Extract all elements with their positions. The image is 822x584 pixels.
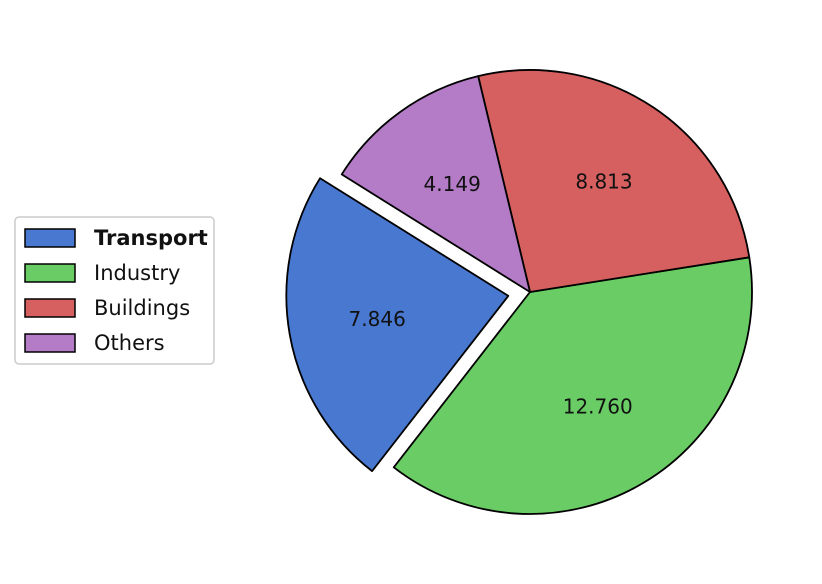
legend-swatch-transport [24,228,76,248]
legend-frame [14,216,215,365]
legend-label-buildings: Buildings [94,296,190,320]
pie-slice-industry [392,256,753,515]
pie-slice-transport [285,177,510,473]
legend-label-industry: Industry [94,261,180,285]
slice-value-label-buildings: 8.813 [575,169,632,193]
legend-label-others: Others [94,331,165,355]
legend-swatch-industry [24,263,76,283]
slice-value-label-industry: 12.760 [563,395,633,419]
pie-value-labels: 7.846 12.760 8.813 4.149 [349,169,633,418]
legend-entries: Transport Industry Buildings Others [24,226,208,355]
legend-swatch-others [24,333,76,353]
legend-swatch-buildings [24,298,76,318]
pie-slice-buildings [477,69,751,293]
legend-label-transport: Transport [94,226,208,250]
pie-slice-others [340,75,531,293]
legend: Transport Industry Buildings Others [14,216,215,365]
pie-slices [285,69,753,515]
slice-value-label-transport: 7.846 [349,307,406,331]
slice-value-label-others: 4.149 [424,172,481,196]
